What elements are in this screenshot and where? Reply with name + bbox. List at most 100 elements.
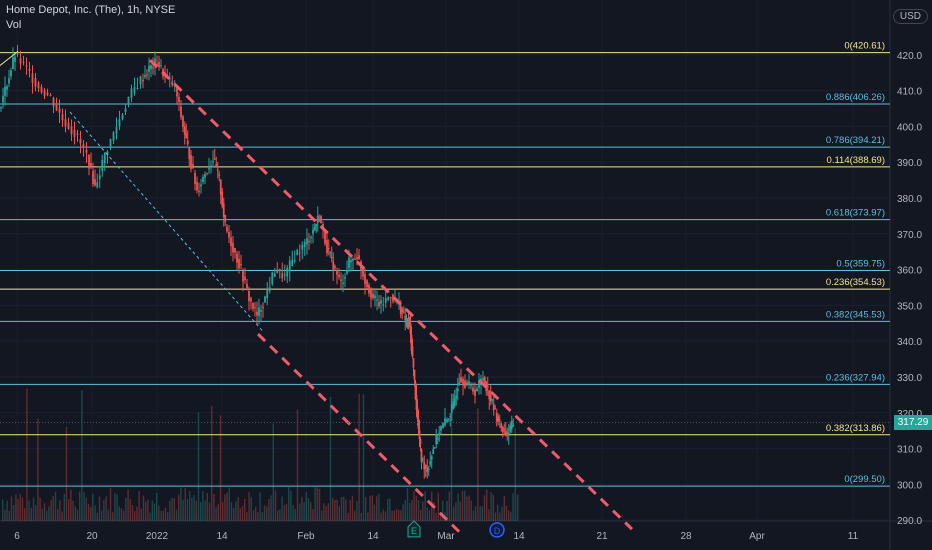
candle-body [254,307,256,309]
volume-bar [202,491,204,521]
volume-bar [490,492,492,521]
volume-bar [492,494,494,521]
volume-bar [296,409,299,521]
candle-body [106,151,109,156]
candle-body [186,140,189,145]
volume-bar [318,488,321,521]
volume-bar [329,396,332,521]
candle-body [96,182,99,188]
price-tick-label: 420.0 [897,51,922,62]
time-tick-label: 11 [848,531,859,542]
volume-bar [455,502,457,521]
volume-bar [169,500,171,521]
candle-body [500,423,503,429]
volume-bar [164,507,167,521]
candle-body [37,82,40,89]
volume-bar [466,496,468,521]
volume-bar [32,497,35,521]
time-tick-label: 14 [216,531,228,542]
time-tick-label: Feb [297,531,315,542]
volume-bar [175,509,178,521]
volume-bar [367,512,369,521]
volume-bar [387,499,389,521]
candle-body [501,427,504,433]
volume-bar [2,499,4,521]
fib-level-label: 0.382(345.53) [826,309,885,320]
candle-body [216,169,219,171]
volume-bar [156,492,158,521]
volume-bar [345,499,347,521]
volume-bar [400,510,402,521]
candle-body [491,399,494,401]
candle-body [432,449,435,454]
volume-bar [312,509,314,521]
volume-bar [362,394,365,521]
candle-body [67,122,70,130]
volume-bar [118,506,120,521]
volume-bar [96,512,98,521]
candle-body [303,241,306,248]
volume-bar [272,423,274,521]
candle-body [330,257,333,259]
candle-body [283,274,286,276]
candle-body [344,277,346,279]
volume-bar [178,494,180,521]
time-tick-label: Mar [437,531,455,542]
candle-body [384,297,387,303]
symbol-title[interactable]: Home Depot, Inc. (The), 1h, NYSE [6,4,176,16]
volume-bar [422,501,424,521]
volume-bar [189,490,191,521]
currency-button[interactable]: USD [892,9,928,24]
volume-bar [112,512,114,521]
candle-body [228,231,230,238]
candle-body [494,408,497,410]
candle-body [25,65,28,67]
volume-bar [81,390,83,521]
volume-bar [59,500,61,521]
candle-body [376,299,378,301]
volume-bar [453,506,455,521]
candle-body [112,132,115,141]
price-tick-label: 330.0 [897,373,922,384]
candle-body [236,253,238,263]
candle-body [64,119,67,127]
volume-bar [365,497,367,521]
volume-bar [494,512,497,521]
candle-body [70,126,73,134]
candle-body [460,376,462,383]
volume-indicator-label[interactable]: Vol [6,19,22,31]
candle-body [218,174,221,176]
time-tick-label: 21 [596,531,608,542]
candle-body [387,297,390,301]
candle-body [462,378,464,386]
volume-bar [404,500,406,521]
candle-body [507,432,510,435]
volume-bar [428,510,431,521]
candle-body [264,296,266,303]
time-tick-label: 28 [680,531,692,542]
volume-bar [208,502,211,521]
volume-bar [8,510,10,521]
candle-body [378,301,380,307]
volume-bar [180,487,182,521]
candle-body [182,116,184,127]
volume-bar [215,507,217,521]
volume-bar [244,498,246,521]
candle-body [198,190,200,192]
volume-bar [409,502,411,521]
volume-bar [72,500,74,521]
price-tick-label: 380.0 [897,194,922,205]
volume-bar [184,488,186,521]
volume-bar [68,499,70,521]
volume-bar [486,489,488,521]
candle-body [40,87,43,93]
volume-bar [15,494,17,521]
volume-bar [376,496,378,521]
time-tick-label: 20 [86,531,98,542]
candle-body [334,266,336,268]
candle-body [410,334,413,352]
candle-body [322,223,324,229]
volume-bar [149,512,151,521]
